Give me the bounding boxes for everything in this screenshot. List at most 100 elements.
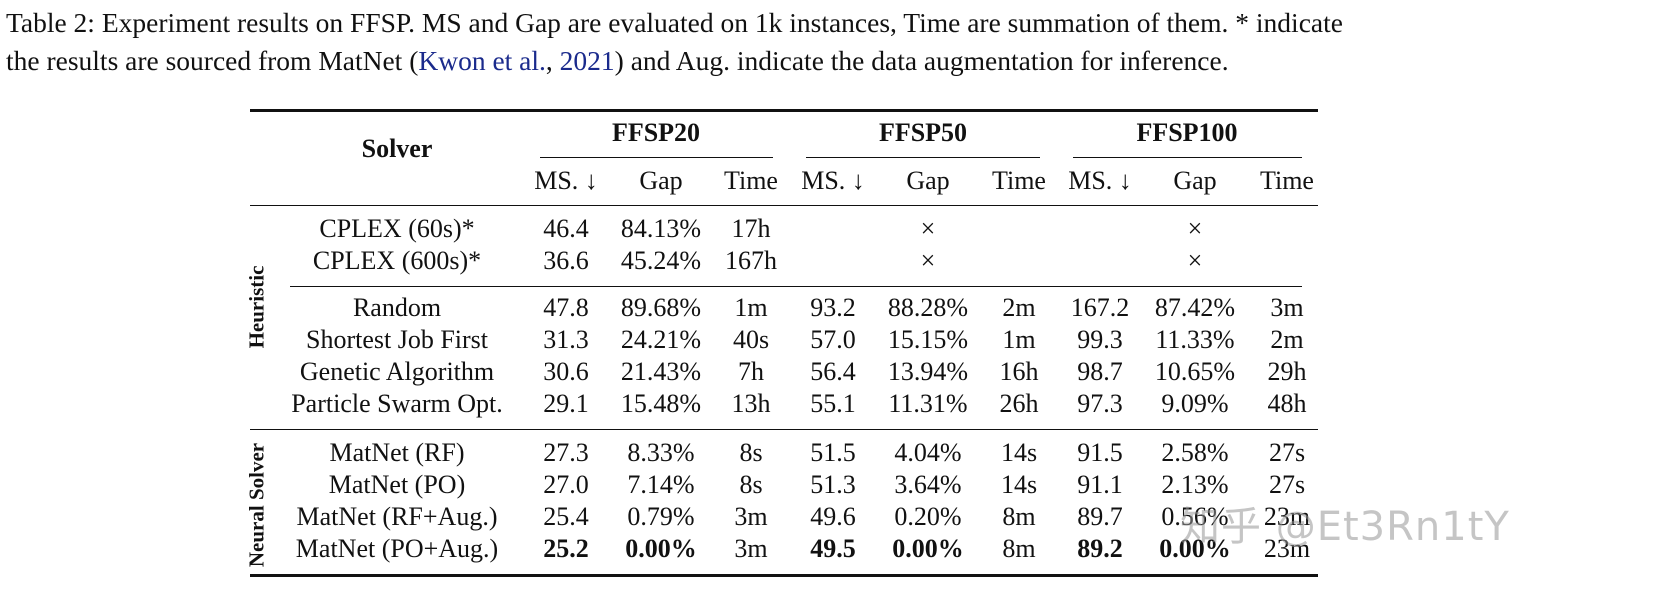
ffsp100-ms-value: 91.5 [1077, 438, 1123, 467]
solver-name: MatNet (RF) [329, 438, 465, 467]
ffsp100-gap-value: 10.65% [1154, 357, 1236, 386]
ffsp50-ms-value: 57.0 [810, 325, 856, 354]
ffsp100-ms-value: 89.7 [1077, 502, 1123, 531]
ffsp100-ms-value: 97.3 [1077, 389, 1123, 418]
ffsp20-ms-value: 29.1 [543, 389, 589, 418]
ffsp20-time-value: 7h [738, 357, 764, 386]
ffsp20-gap-value: 24.21% [620, 325, 702, 354]
category-label-neural-solver: Neural Solver [244, 442, 269, 568]
ffsp50-ms-value: 93.2 [810, 293, 856, 322]
ffsp100-time-value: 27s [1268, 470, 1306, 499]
group-header-ffsp20: FFSP20 [611, 118, 701, 147]
cmidrule-ffsp100 [1073, 157, 1302, 159]
subheader-time: Time [1260, 166, 1314, 195]
ffsp50-gap-value: 88.28% [887, 293, 969, 322]
ffsp50-time-value: 14s [1000, 438, 1038, 467]
ffsp20-gap-value: 7.14% [627, 470, 695, 499]
caption-text: the results are sourced from MatNet ( [6, 45, 419, 76]
cplex-separator-rule [290, 286, 1302, 288]
group-header-ffsp50: FFSP50 [878, 118, 968, 147]
solver-name: Genetic Algorithm [299, 357, 495, 386]
ffsp20-time-value: 8s [739, 470, 763, 499]
ffsp20-gap-value: 84.13% [620, 214, 702, 243]
ffsp50-ms-value: 55.1 [810, 389, 856, 418]
ffsp100-time-value: 23m [1263, 534, 1311, 563]
solver-name: MatNet (PO+Aug.) [295, 534, 499, 563]
ffsp100-gap-value: 87.42% [1154, 293, 1236, 322]
solver-name: Particle Swarm Opt. [291, 389, 503, 418]
ffsp20-time-value: 40s [732, 325, 770, 354]
ffsp20-gap-value: 21.43% [620, 357, 702, 386]
ffsp20-ms-value: 36.6 [543, 246, 589, 275]
ffsp20-ms-value: 30.6 [543, 357, 589, 386]
ffsp50-gap-value: 15.15% [887, 325, 969, 354]
ffsp20-gap-value: 89.68% [620, 293, 702, 322]
ffsp100-time-value: 29h [1267, 357, 1307, 386]
ffsp50-gap-value: 3.64% [894, 470, 962, 499]
ffsp100-gap-value: 0.56% [1161, 502, 1229, 531]
ffsp20-ms-value: 25.4 [543, 502, 589, 531]
ffsp50-ms-value: 51.5 [810, 438, 856, 467]
ffsp20-ms-value: 27.0 [543, 470, 589, 499]
ffsp20-gap-value: 0.79% [627, 502, 695, 531]
ffsp20-time-value: 1m [734, 293, 768, 322]
not-available-mark: × [920, 246, 936, 275]
ffsp20-gap-value: 45.24% [620, 246, 702, 275]
caption-text: ) and Aug. indicate the data augmentatio… [614, 45, 1229, 76]
ffsp20-time-value: 17h [731, 214, 771, 243]
ffsp50-ms-value: 49.5 [810, 534, 856, 563]
ffsp20-time-value: 167h [725, 246, 777, 275]
ffsp50-ms-value: 49.6 [810, 502, 856, 531]
ffsp100-ms-value: 99.3 [1077, 325, 1123, 354]
top-rule [250, 109, 1318, 112]
ffsp20-gap-value: 0.00% [625, 534, 697, 563]
group-header-ffsp100: FFSP100 [1136, 118, 1238, 147]
not-available-mark: × [1187, 214, 1203, 243]
ffsp100-time-value: 48h [1267, 389, 1307, 418]
category-separator-rule [250, 429, 1318, 431]
ffsp100-time-value: 23m [1263, 502, 1311, 531]
ffsp50-time-value: 1m [1002, 325, 1036, 354]
ffsp20-gap-value: 15.48% [620, 389, 702, 418]
ffsp50-time-value: 8m [1002, 502, 1036, 531]
ffsp20-gap-value: 8.33% [627, 438, 695, 467]
ffsp50-gap-value: 13.94% [887, 357, 969, 386]
solver-name: MatNet (RF+Aug.) [296, 502, 498, 531]
ffsp100-gap-value: 2.58% [1161, 438, 1229, 467]
header-rule [250, 205, 1318, 207]
ffsp100-gap-value: 9.09% [1161, 389, 1229, 418]
ffsp100-ms-value: 98.7 [1077, 357, 1123, 386]
ffsp20-time-value: 3m [734, 502, 768, 531]
ffsp50-ms-value: 51.3 [810, 470, 856, 499]
category-label-heuristic: Heuristic [244, 265, 269, 349]
ffsp50-time-value: 26h [999, 389, 1039, 418]
ffsp20-ms-value: 27.3 [543, 438, 589, 467]
table-caption: Table 2: Experiment results on FFSP. MS … [6, 4, 1658, 80]
subheader-gap: Gap [906, 166, 950, 195]
ffsp50-time-value: 2m [1002, 293, 1036, 322]
ffsp20-time-value: 3m [734, 534, 768, 563]
not-available-mark: × [920, 214, 936, 243]
ffsp20-time-value: 13h [731, 389, 771, 418]
ffsp20-ms-value: 47.8 [543, 293, 589, 322]
ffsp100-time-value: 3m [1270, 293, 1304, 322]
subheader-gap: Gap [1173, 166, 1217, 195]
caption-line-1: Table 2: Experiment results on FFSP. MS … [6, 7, 1343, 38]
solver-header: Solver [361, 134, 433, 163]
citation-link-author[interactable]: Kwon et al. [418, 45, 546, 76]
ffsp50-gap-value: 11.31% [888, 389, 968, 418]
solver-name: MatNet (PO) [328, 470, 466, 499]
not-available-mark: × [1187, 246, 1203, 275]
subheader-ms: MS. ↓ [801, 166, 865, 195]
ffsp50-gap-value: 0.20% [894, 502, 962, 531]
caption-line-2: the results are sourced from MatNet (Kwo… [6, 42, 1658, 80]
ffsp50-time-value: 8m [1002, 534, 1036, 563]
cmidrule-ffsp50 [806, 157, 1040, 159]
ffsp100-ms-value: 89.2 [1077, 534, 1123, 563]
ffsp20-time-value: 8s [739, 438, 763, 467]
ffsp100-time-value: 2m [1270, 325, 1304, 354]
ffsp50-time-value: 16h [999, 357, 1039, 386]
subheader-time: Time [724, 166, 778, 195]
solver-name: CPLEX (600s)* [312, 246, 482, 275]
citation-link-year[interactable]: 2021 [559, 45, 615, 76]
